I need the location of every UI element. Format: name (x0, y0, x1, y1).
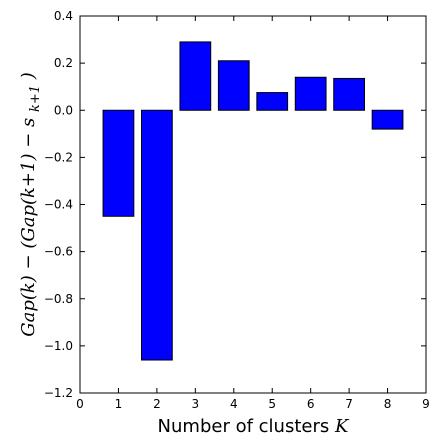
bar-k-1 (102, 109, 135, 217)
x-tick-label: 2 (153, 397, 161, 411)
y-tick-label: −1.0 (44, 339, 73, 353)
bar-k-3 (179, 41, 212, 111)
bars-group (102, 41, 404, 361)
y-axis-label-subscript: k+1 (28, 85, 43, 112)
y-tick-label: −1.2 (44, 386, 73, 400)
x-tick-label: 7 (345, 397, 353, 411)
x-tick-label: 1 (115, 397, 123, 411)
x-axis-label: Number of clusters K (158, 416, 350, 437)
y-tick-label: −0.8 (44, 292, 73, 306)
y-axis-label: Gap(k) − (Gap(k+1) − s k+1 ) (18, 72, 44, 337)
bar-k-8 (371, 109, 404, 130)
bar-k-4 (217, 60, 250, 111)
y-tick-label: −0.6 (44, 245, 73, 259)
plot-frame (79, 15, 427, 394)
y-tick-label: 0.4 (54, 9, 73, 23)
x-tick-label: 3 (192, 397, 200, 411)
y-tick-label: −0.2 (44, 150, 73, 164)
x-tick-label: 8 (384, 397, 392, 411)
x-tick-label: 0 (76, 397, 84, 411)
y-tick-label: −0.4 (44, 198, 73, 212)
bar-k-5 (256, 92, 289, 111)
bar-k-6 (294, 76, 327, 111)
y-axis-label-main: Gap(k) − (Gap(k+1) − s (18, 118, 39, 337)
x-tick-label: 9 (422, 397, 430, 411)
y-tick-label: 0.2 (54, 56, 73, 70)
bar-k-7 (333, 77, 365, 111)
x-tick-label: 4 (230, 397, 238, 411)
bar-k-2 (141, 109, 173, 361)
x-axis-label-text: Number of clusters (158, 416, 330, 437)
x-tick-label: 5 (268, 397, 276, 411)
y-tick-label: 0.0 (54, 103, 73, 117)
x-tick-label: 6 (307, 397, 315, 411)
y-axis-label-close: ) (18, 72, 39, 80)
x-axis-label-variable: K (334, 416, 350, 437)
